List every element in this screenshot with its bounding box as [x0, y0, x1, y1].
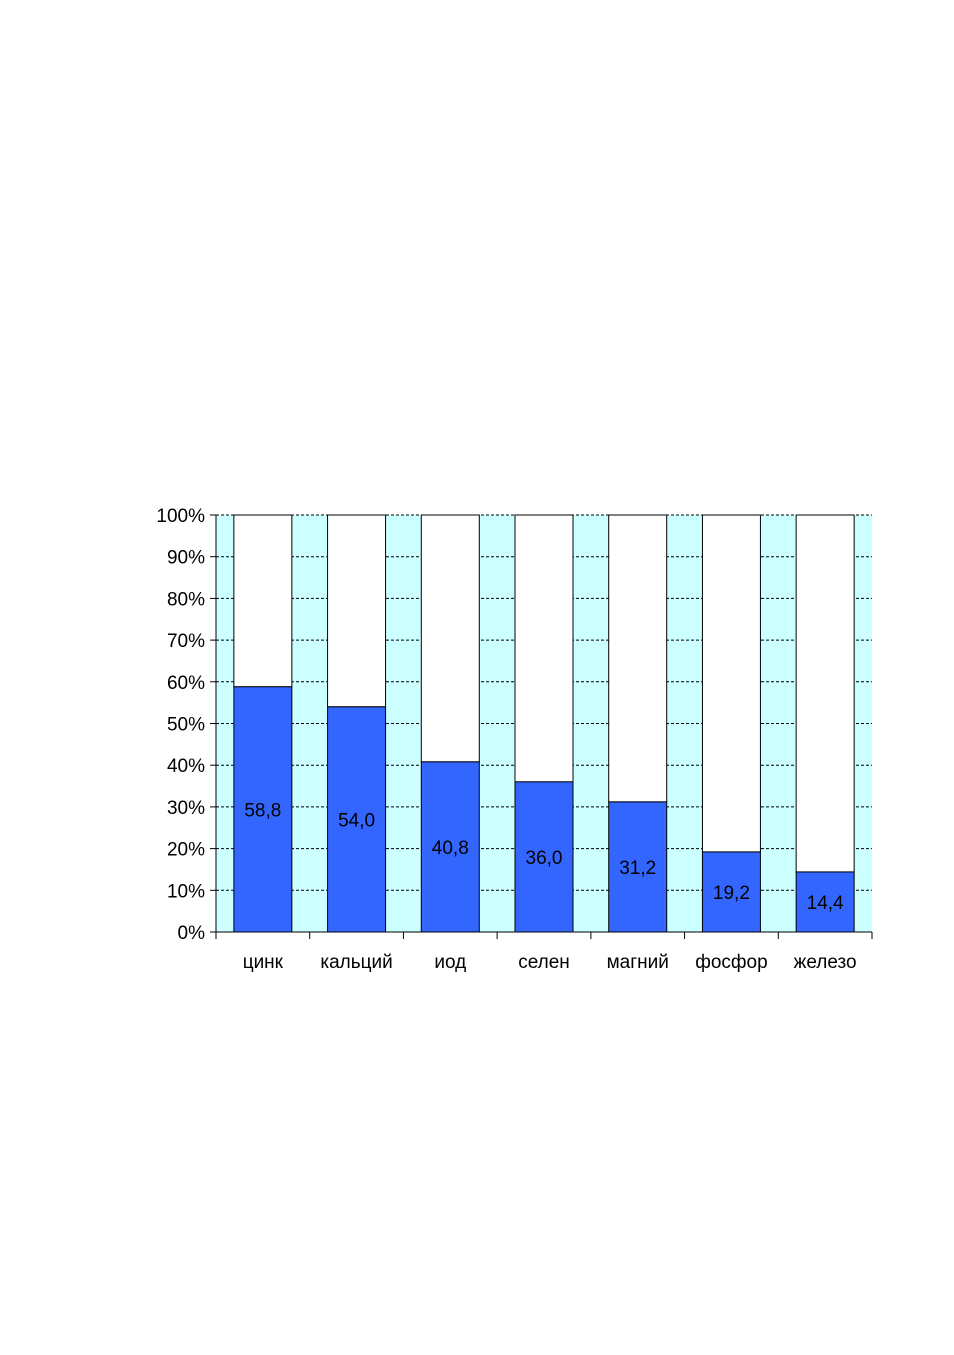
bar: [608, 801, 668, 933]
x-tick-label: фосфор: [695, 952, 767, 973]
bar-remainder: [233, 514, 293, 688]
bar: [795, 871, 855, 933]
y-tick-label: 100%: [156, 506, 205, 527]
x-tick-label: магний: [607, 952, 669, 973]
y-tick-label: 80%: [167, 589, 205, 610]
x-tick-label: железо: [794, 952, 857, 973]
bar: [420, 761, 480, 933]
y-tick-label: 60%: [167, 673, 205, 694]
y-tick-label: 20%: [167, 840, 205, 861]
bar-remainder: [701, 514, 761, 853]
data-label: 31,2: [619, 858, 656, 879]
data-label: 58,8: [244, 800, 281, 821]
bar: [701, 851, 761, 933]
x-tick-label: иод: [434, 952, 466, 973]
x-tick-label: кальций: [320, 952, 392, 973]
bar-remainder: [608, 514, 668, 803]
bar: [514, 781, 574, 933]
x-tick-label: селен: [518, 952, 570, 973]
data-label: 14,4: [807, 893, 844, 914]
y-tick-label: 90%: [167, 548, 205, 569]
bar-remainder: [327, 514, 387, 708]
bar: [327, 706, 387, 933]
bar-remainder: [420, 514, 480, 763]
y-tick-label: 0%: [178, 923, 206, 944]
data-label: 36,0: [526, 848, 563, 869]
x-tick-label: цинк: [243, 952, 284, 973]
y-tick-label: 50%: [167, 715, 205, 736]
y-tick-label: 30%: [167, 798, 205, 819]
y-tick-label: 40%: [167, 756, 205, 777]
data-label: 54,0: [338, 810, 375, 831]
data-label: 40,8: [432, 838, 469, 859]
bar-remainder: [795, 514, 855, 873]
data-label: 19,2: [713, 883, 750, 904]
y-tick-label: 70%: [167, 631, 205, 652]
bar-remainder: [514, 514, 574, 783]
y-tick-label: 10%: [167, 881, 205, 902]
